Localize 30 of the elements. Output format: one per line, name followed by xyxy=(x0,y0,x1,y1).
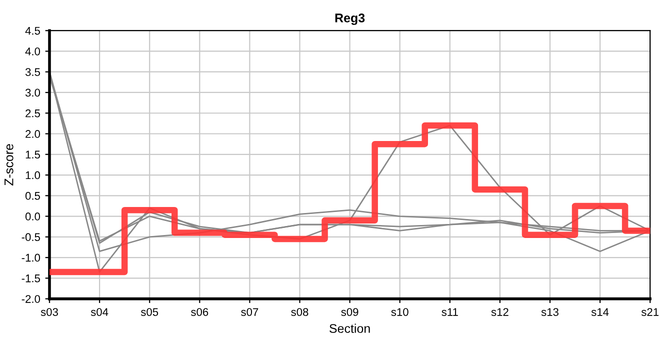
x-tick-label: s13 xyxy=(541,308,558,316)
x-tick-label: s06 xyxy=(191,308,208,316)
x-tick-label: s10 xyxy=(391,308,408,316)
x-axis-title: Section xyxy=(330,324,370,333)
y-tick-label: -0.5 xyxy=(22,233,40,242)
x-tick-label: s09 xyxy=(341,308,358,316)
x-tick-label: s03 xyxy=(40,308,58,316)
y-tick-label: -1.5 xyxy=(22,274,40,282)
y-tick-label: 1.5 xyxy=(26,150,40,159)
x-tick-label: s07 xyxy=(241,308,258,316)
chart-title: Reg3 xyxy=(335,14,365,25)
x-tick-label: s12 xyxy=(491,308,508,316)
x-tick-label: s05 xyxy=(140,308,158,316)
x-tick-label: s21 xyxy=(641,308,659,316)
y-tick-label: 3.0 xyxy=(25,88,40,97)
y-tick-label: 0.5 xyxy=(25,192,40,200)
y-tick-label: 4.0 xyxy=(25,48,40,56)
y-tick-label: 1.0 xyxy=(26,171,40,180)
y-tick-label: 0.0 xyxy=(25,212,40,220)
x-tick-label: s14 xyxy=(591,308,609,316)
y-tick-label: 2.0 xyxy=(26,130,40,138)
y-tick-label: 4.5 xyxy=(25,26,40,35)
x-tick-label: s11 xyxy=(442,308,458,316)
y-tick-label: -2.0 xyxy=(22,295,40,303)
x-tick-label: s08 xyxy=(291,308,308,316)
y-tick-label: 3.5 xyxy=(25,68,40,76)
y-tick-label: 2.5 xyxy=(26,109,40,118)
x-tick-label: s04 xyxy=(90,308,108,316)
y-tick-label: -1.0 xyxy=(22,254,40,262)
y-axis-title: Z-score xyxy=(4,144,14,186)
